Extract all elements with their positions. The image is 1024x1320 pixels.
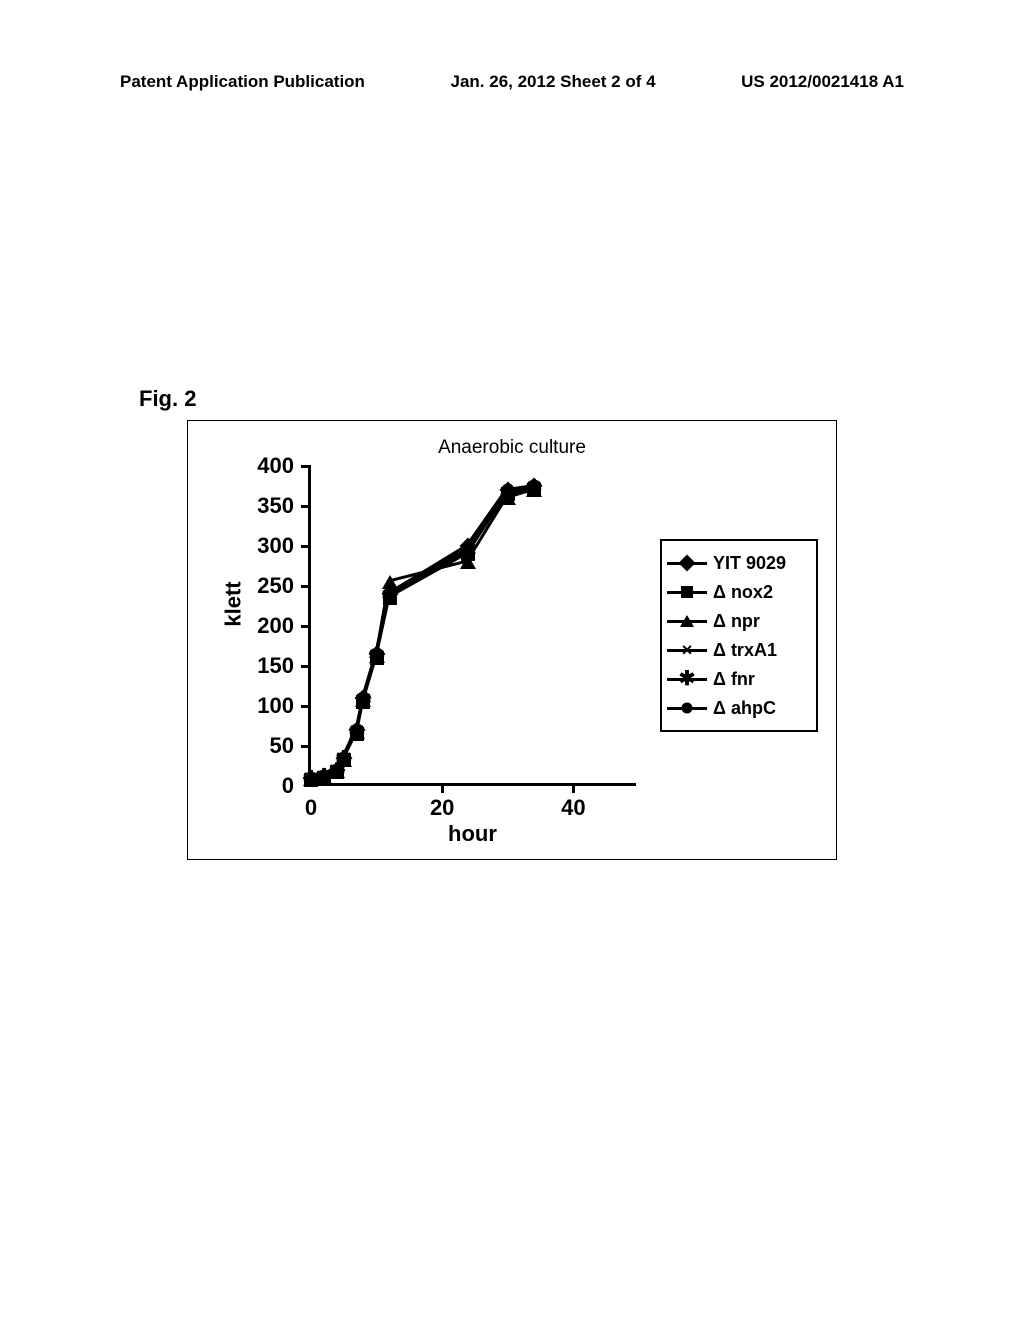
legend-item: Δ npr (667, 608, 811, 634)
legend-item: YIT 9029 (667, 550, 811, 576)
data-point (338, 753, 349, 764)
legend-item: Δ nox2 (667, 579, 811, 605)
y-axis-title: klett (221, 581, 247, 626)
x-axis-title: hour (448, 821, 497, 847)
series-line (311, 486, 532, 775)
y-tick-label: 0 (282, 773, 294, 799)
plot-area: 050100150200250300350400 02040 ×××××××××… (308, 466, 636, 786)
y-tick (301, 505, 311, 508)
data-point (371, 649, 382, 660)
legend-label: Δ fnr (713, 669, 755, 690)
series-line (311, 487, 532, 775)
y-tick (301, 545, 311, 548)
legend-label: Δ trxA1 (713, 640, 777, 661)
y-tick (301, 665, 311, 668)
y-tick-label: 350 (257, 493, 294, 519)
data-point (358, 693, 369, 704)
y-tick-label: 250 (257, 573, 294, 599)
data-point (502, 486, 513, 497)
figure-label: Fig. 2 (139, 386, 196, 412)
data-point (463, 545, 474, 556)
legend-label: Δ npr (713, 611, 760, 632)
y-tick-label: 300 (257, 533, 294, 559)
legend-marker-triangle (680, 615, 694, 627)
series-line (311, 486, 532, 775)
x-tick (441, 783, 444, 793)
data-point (384, 589, 395, 600)
legend-box: YIT 9029 Δ nox2 Δ npr × Δ trxA1 ✱ Δ fnr Δ ahpC (660, 539, 818, 732)
legend-line (667, 620, 707, 623)
y-tick (301, 705, 311, 708)
y-tick-label: 100 (257, 693, 294, 719)
data-point (332, 765, 343, 776)
y-tick-label: 400 (257, 453, 294, 479)
header-right: US 2012/0021418 A1 (741, 72, 904, 92)
data-point (319, 771, 330, 782)
chart-title: Anaerobic culture (438, 437, 586, 459)
legend-item: ✱ Δ fnr (667, 666, 811, 692)
y-tick-label: 200 (257, 613, 294, 639)
chart-container: Anaerobic culture klett hour 05010015020… (187, 420, 837, 860)
data-point (351, 725, 362, 736)
page-header: Patent Application Publication Jan. 26, … (0, 72, 1024, 92)
legend-line: ✱ (667, 678, 707, 681)
legend-item: Δ ahpC (667, 695, 811, 721)
y-tick (301, 465, 311, 468)
y-tick (301, 625, 311, 628)
x-tick-label: 40 (561, 795, 585, 821)
legend-line (667, 591, 707, 594)
header-left: Patent Application Publication (120, 72, 365, 92)
series-line (311, 490, 532, 777)
legend-marker-circle (682, 703, 693, 714)
legend-marker-square (681, 586, 693, 598)
legend-label: Δ ahpC (713, 698, 776, 719)
legend-line (667, 707, 707, 710)
y-tick (301, 585, 311, 588)
legend-line: × (667, 649, 707, 652)
y-tick-label: 150 (257, 653, 294, 679)
x-tick (572, 783, 575, 793)
data-point (529, 481, 540, 492)
legend-line (667, 562, 707, 565)
x-tick-label: 0 (305, 795, 317, 821)
y-tick-label: 50 (270, 733, 294, 759)
series-line (311, 490, 532, 776)
series-line (311, 488, 532, 776)
header-center: Jan. 26, 2012 Sheet 2 of 4 (451, 72, 656, 92)
y-tick (301, 745, 311, 748)
data-point (306, 773, 317, 784)
x-tick-label: 20 (430, 795, 454, 821)
legend-item: × Δ trxA1 (667, 637, 811, 663)
legend-label: Δ nox2 (713, 582, 773, 603)
legend-label: YIT 9029 (713, 553, 786, 574)
